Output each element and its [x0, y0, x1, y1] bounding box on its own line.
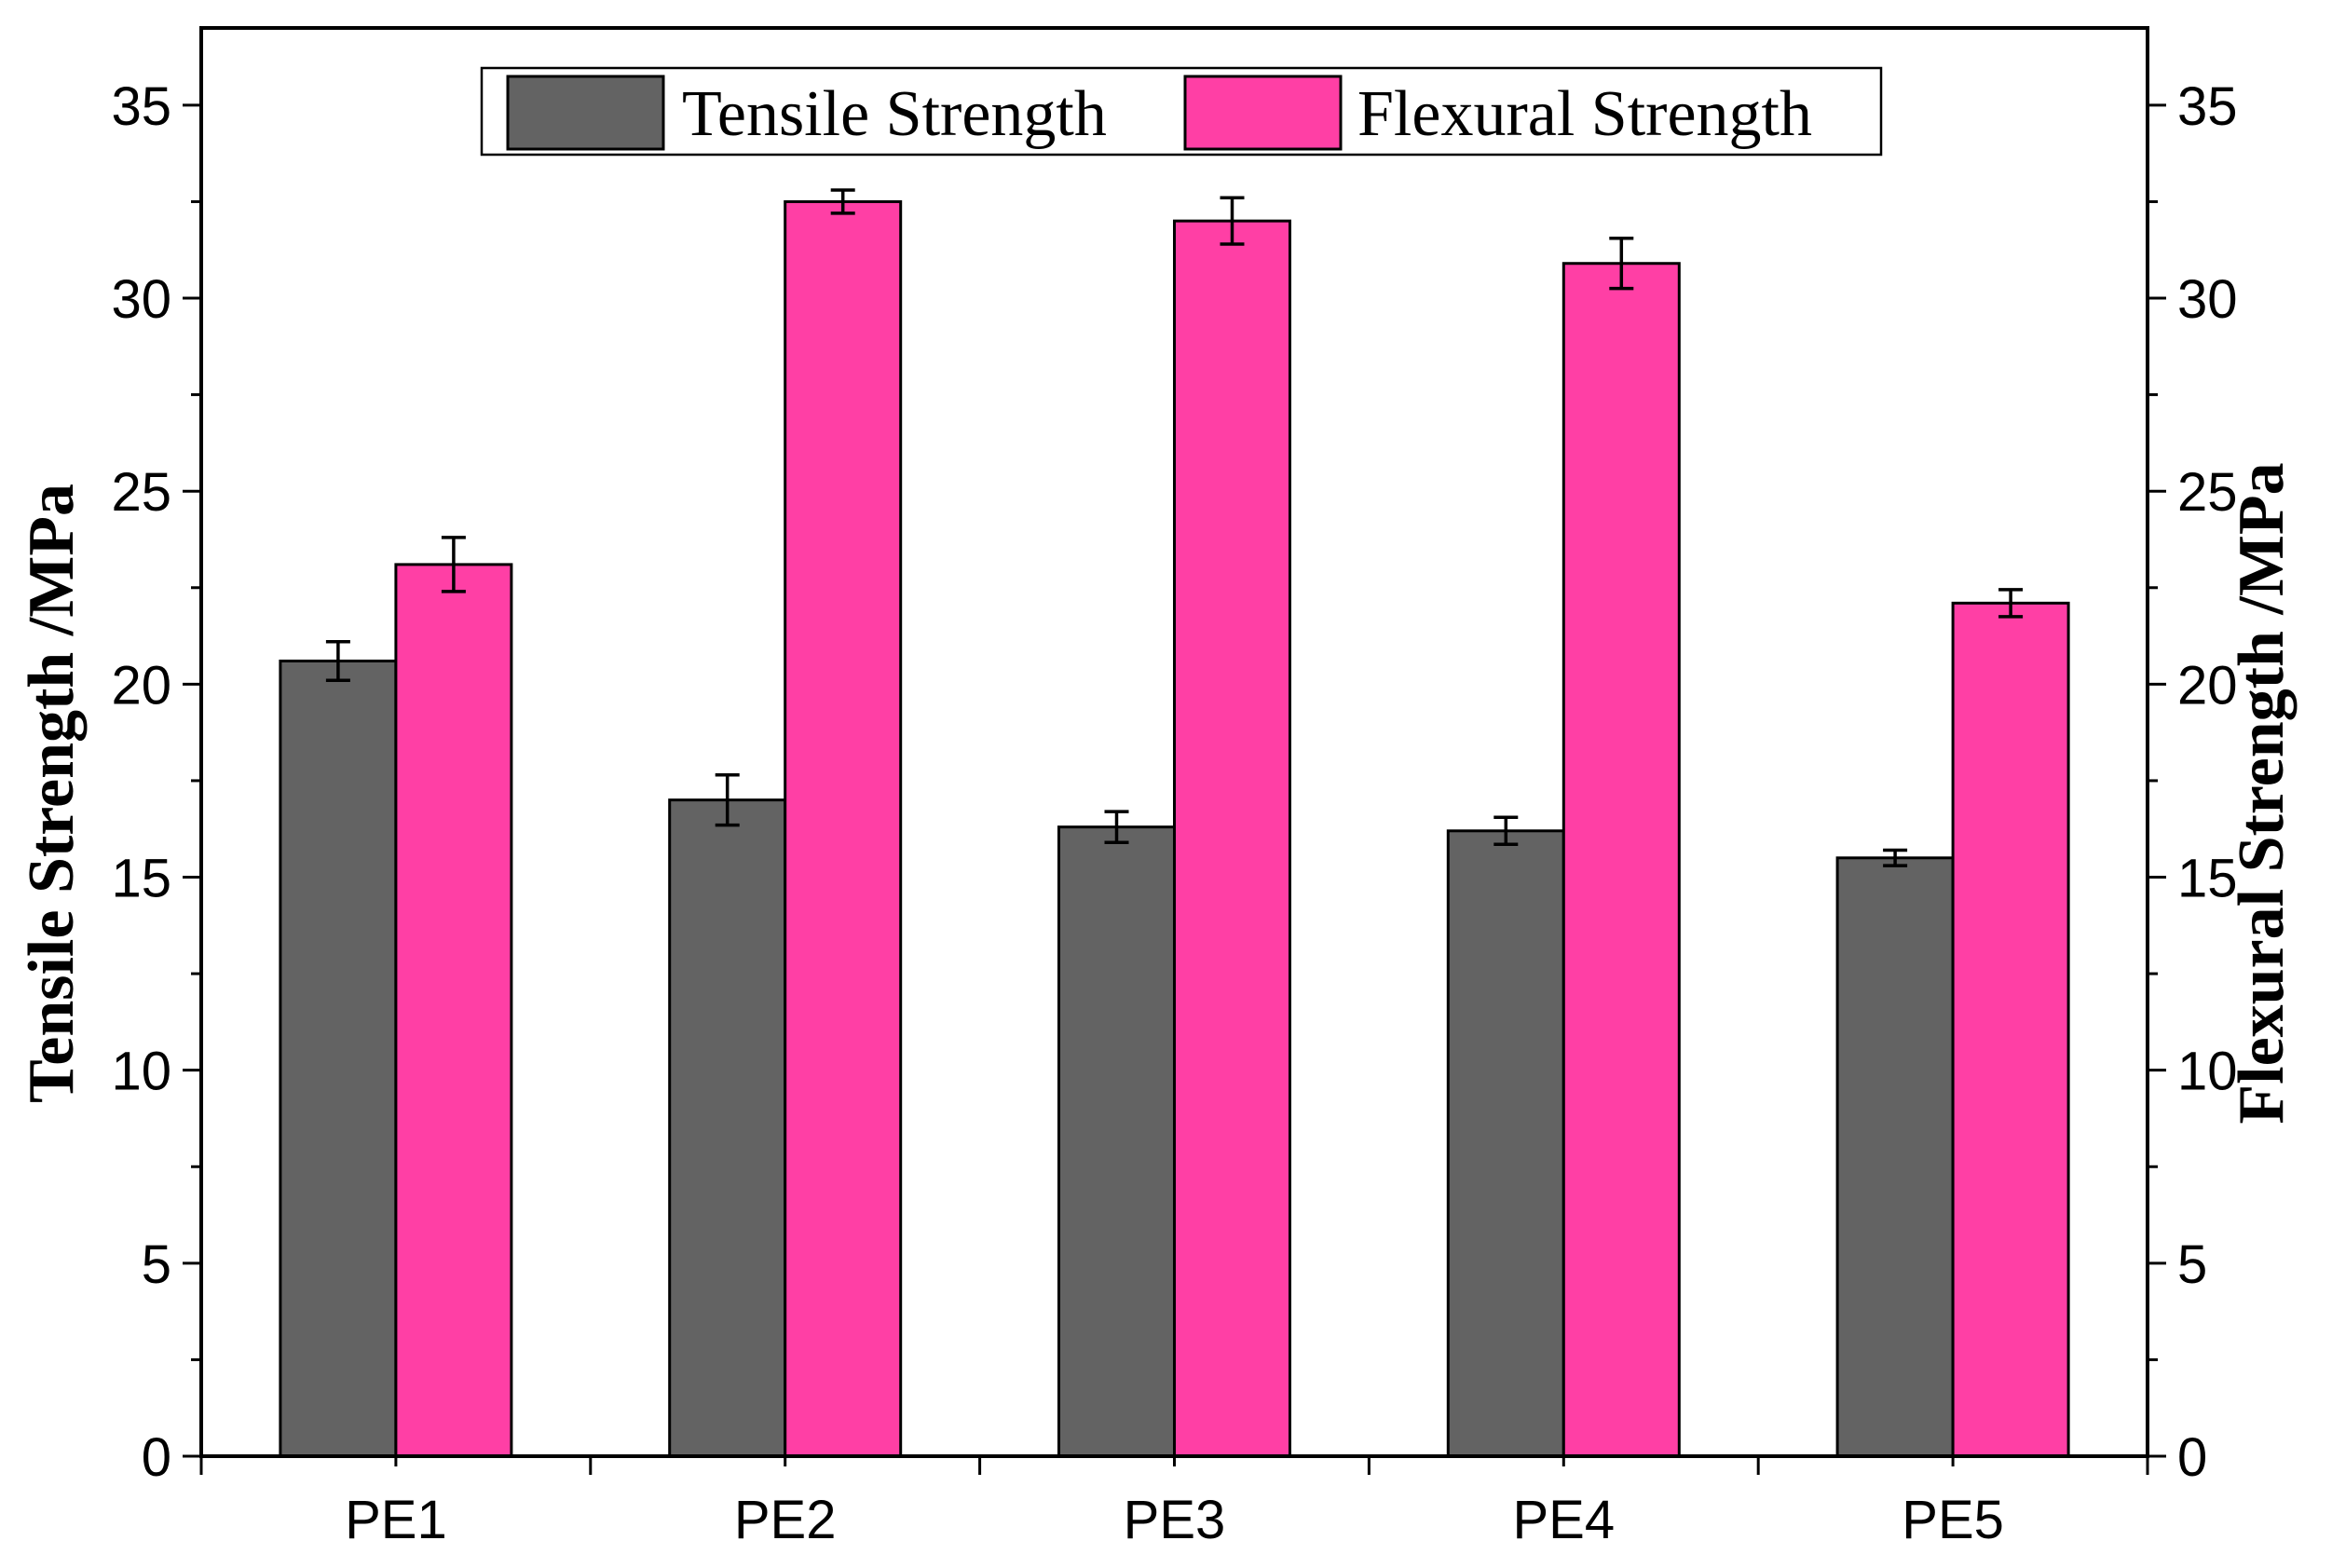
x-tick-label-pe4: PE4: [1512, 1490, 1615, 1550]
y-left-tick-label: 15: [111, 849, 171, 909]
error-bar-tensile-pe1: [325, 640, 350, 682]
y-right-tick-label: 5: [2177, 1234, 2207, 1295]
legend-label-tensile: Tensile Strength: [682, 78, 1107, 150]
bar-tensile-pe4: [1446, 829, 1565, 1458]
legend-swatch-tensile: [506, 75, 665, 151]
y-axis-right-title: Flexural Strength /MPa: [2226, 462, 2298, 1124]
bar-flexural-pe4: [1561, 262, 1681, 1458]
bar-tensile-pe2: [668, 798, 787, 1458]
error-bar-tensile-pe5: [1883, 848, 1908, 867]
error-bar-tensile-pe3: [1104, 810, 1129, 844]
y-left-tick-label: 0: [142, 1427, 171, 1488]
error-bar-flexural-pe5: [1998, 588, 2024, 619]
bar-tensile-pe5: [1835, 856, 1955, 1458]
y-left-tick-label: 10: [111, 1042, 171, 1102]
ticks-layer: PE1 PE2 PE3 PE4 PE5 0 0 5 5 10 10 15 15 20 20 25 25 30 30 3…: [111, 76, 2237, 1550]
bar-flexural-pe5: [1951, 601, 2070, 1458]
x-tick-label-pe1: PE1: [345, 1490, 447, 1550]
bars-layer: [279, 199, 2070, 1458]
y-right-tick-label: 25: [2177, 462, 2238, 523]
y-axis-left-title: Tensile Strength /MPa: [16, 484, 88, 1103]
bar-tensile-pe3: [1057, 825, 1176, 1458]
y-right-tick-label: 0: [2177, 1427, 2207, 1488]
error-bars-layer: [325, 188, 2024, 867]
y-right-tick-label: 10: [2177, 1042, 2238, 1102]
y-left-tick-label: 35: [111, 76, 171, 137]
x-tick-label-pe2: PE2: [734, 1490, 837, 1550]
bar-tensile-pe1: [279, 659, 398, 1458]
y-left-tick-label: 5: [142, 1234, 171, 1295]
legend-label-flexural: Flexural Strength: [1357, 78, 1812, 150]
y-left-tick-label: 25: [111, 462, 171, 523]
x-tick-label-pe3: PE3: [1124, 1490, 1226, 1550]
error-bar-flexural-pe1: [441, 536, 466, 593]
legend-box: [480, 66, 1883, 157]
y-right-tick-label: 30: [2177, 269, 2238, 330]
error-bar-tensile-pe2: [715, 772, 740, 827]
error-bar-flexural-pe3: [1220, 196, 1245, 246]
bar-flexural-pe1: [394, 563, 513, 1458]
y-right-tick-label: 15: [2177, 849, 2238, 909]
error-bar-tensile-pe4: [1493, 815, 1519, 847]
y-right-tick-label: 20: [2177, 655, 2238, 716]
y-left-tick-label: 30: [111, 269, 171, 330]
error-bar-flexural-pe2: [830, 188, 855, 215]
bar-flexural-pe3: [1173, 219, 1291, 1458]
bar-flexural-pe2: [784, 199, 903, 1458]
legend: Tensile Strength Flexural Strength: [480, 66, 1883, 157]
error-bar-flexural-pe4: [1609, 237, 1634, 291]
y-left-tick-label: 20: [111, 655, 171, 716]
legend-swatch-flexural: [1183, 75, 1343, 151]
y-right-tick-label: 35: [2177, 76, 2238, 137]
x-tick-label-pe5: PE5: [1902, 1490, 2004, 1550]
